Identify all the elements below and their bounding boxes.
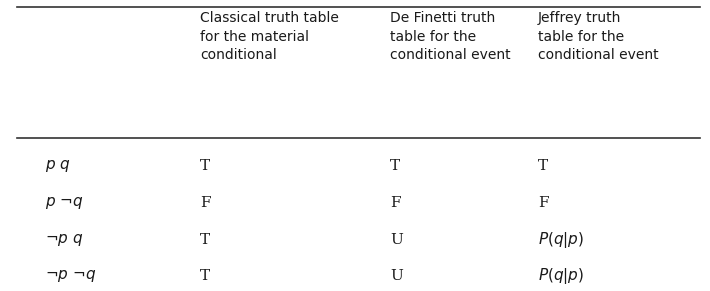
Text: U: U: [391, 233, 403, 247]
Text: F: F: [200, 196, 211, 210]
Text: T: T: [538, 159, 548, 173]
Text: U: U: [391, 269, 403, 283]
Text: De Finetti truth
table for the
conditional event: De Finetti truth table for the condition…: [391, 11, 511, 62]
Text: $P(q|p)$: $P(q|p)$: [538, 230, 584, 250]
Text: F: F: [391, 196, 400, 210]
Text: T: T: [200, 269, 210, 283]
Text: F: F: [538, 196, 549, 210]
Text: $P(q|p)$: $P(q|p)$: [538, 267, 584, 286]
Text: $\neg p\ \neg q$: $\neg p\ \neg q$: [45, 269, 97, 285]
Text: Classical truth table
for the material
conditional: Classical truth table for the material c…: [200, 11, 339, 62]
Text: Jeffrey truth
table for the
conditional event: Jeffrey truth table for the conditional …: [538, 11, 659, 62]
Text: $\neg p\ q$: $\neg p\ q$: [45, 232, 84, 248]
Text: T: T: [200, 159, 210, 173]
Text: $p\ \neg q$: $p\ \neg q$: [45, 195, 84, 211]
Text: T: T: [200, 233, 210, 247]
Text: $p\ q$: $p\ q$: [45, 158, 71, 174]
Text: T: T: [391, 159, 400, 173]
